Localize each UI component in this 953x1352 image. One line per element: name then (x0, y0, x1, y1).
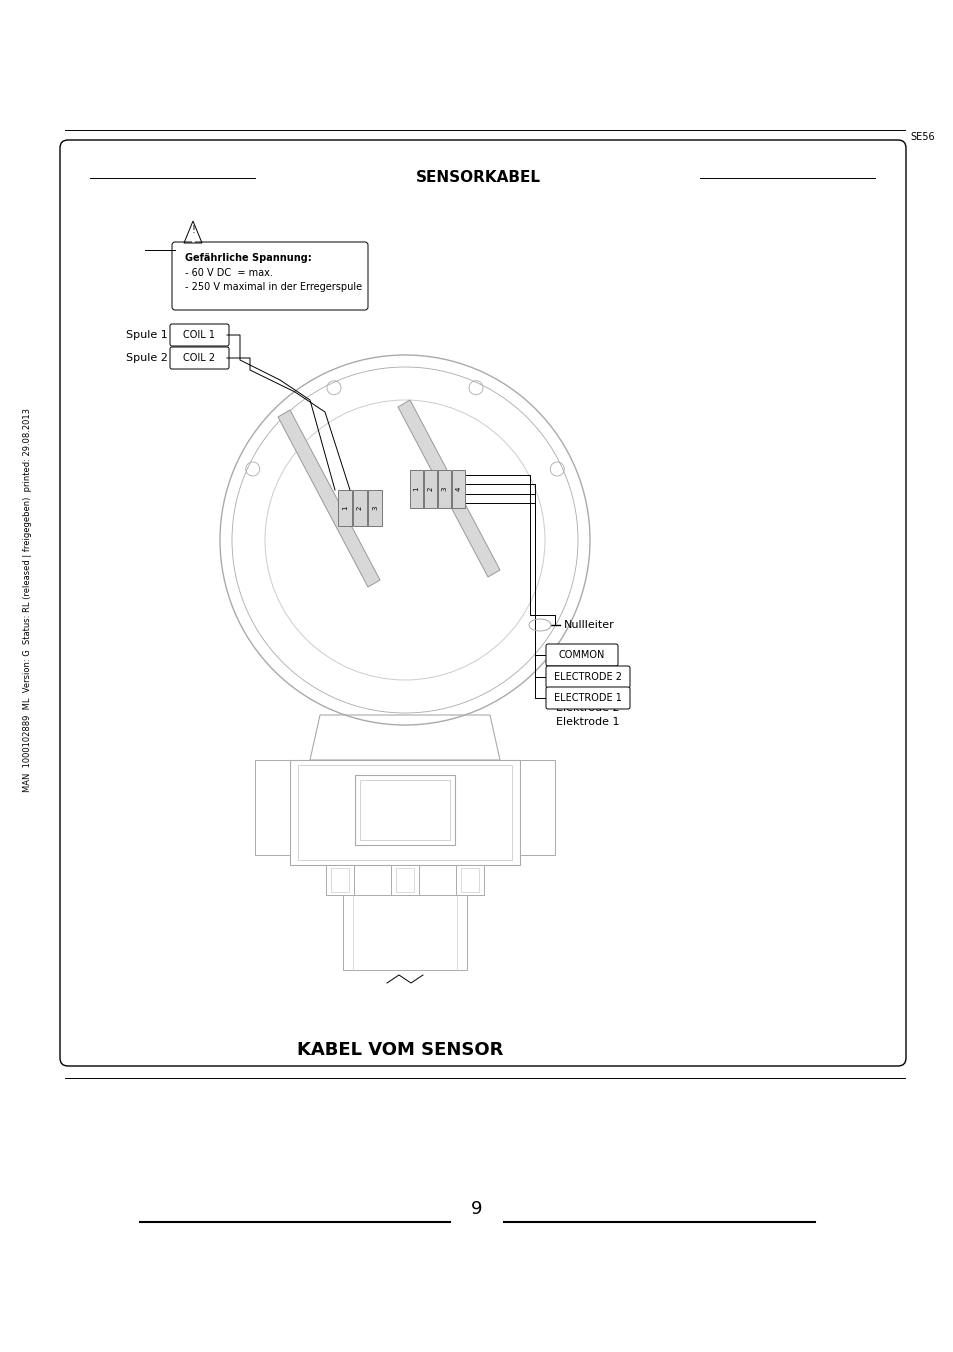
FancyBboxPatch shape (355, 775, 455, 845)
Text: 1: 1 (413, 487, 419, 491)
Text: 2: 2 (356, 506, 363, 510)
Text: - 250 V maximal in der Erregerspule: - 250 V maximal in der Erregerspule (185, 283, 362, 292)
Text: SENSORKABEL: SENSORKABEL (416, 170, 540, 185)
FancyBboxPatch shape (172, 242, 368, 310)
Text: COIL 1: COIL 1 (183, 330, 215, 339)
FancyBboxPatch shape (254, 760, 290, 854)
Polygon shape (277, 410, 379, 587)
FancyBboxPatch shape (395, 868, 414, 892)
Text: MAN  1000102889  ML  Version: G  Status: RL (released | freigegeben)  printed: 2: MAN 1000102889 ML Version: G Status: RL … (24, 408, 32, 792)
Text: - 60 V DC  = max.: - 60 V DC = max. (185, 268, 273, 279)
Text: Spule 2: Spule 2 (126, 353, 168, 362)
Text: ELECTRODE 1: ELECTRODE 1 (554, 694, 621, 703)
FancyBboxPatch shape (452, 470, 464, 508)
FancyBboxPatch shape (545, 644, 618, 667)
Polygon shape (397, 400, 499, 577)
FancyBboxPatch shape (410, 470, 422, 508)
Text: Elektrode 2: Elektrode 2 (556, 703, 619, 713)
Text: 1: 1 (341, 506, 348, 510)
Text: Nullleiter: Nullleiter (563, 621, 614, 630)
FancyBboxPatch shape (353, 489, 367, 526)
Text: 9: 9 (471, 1201, 482, 1218)
Text: COMMON: COMMON (558, 650, 604, 660)
FancyBboxPatch shape (359, 780, 450, 840)
Text: Gefährliche Spannung:: Gefährliche Spannung: (185, 253, 312, 264)
FancyBboxPatch shape (423, 470, 436, 508)
FancyBboxPatch shape (337, 489, 352, 526)
FancyBboxPatch shape (297, 765, 512, 860)
FancyBboxPatch shape (326, 865, 354, 895)
Text: 3: 3 (372, 506, 377, 510)
FancyBboxPatch shape (60, 141, 905, 1065)
Text: 4: 4 (455, 487, 461, 491)
FancyBboxPatch shape (368, 489, 381, 526)
FancyBboxPatch shape (170, 324, 229, 346)
FancyBboxPatch shape (343, 895, 467, 969)
FancyBboxPatch shape (437, 470, 451, 508)
Text: SE56: SE56 (909, 132, 934, 142)
FancyBboxPatch shape (170, 347, 229, 369)
FancyBboxPatch shape (290, 760, 519, 865)
Text: COIL 2: COIL 2 (183, 353, 215, 362)
Text: 2: 2 (427, 487, 433, 491)
FancyBboxPatch shape (519, 760, 555, 854)
Text: 3: 3 (441, 487, 447, 491)
FancyBboxPatch shape (456, 865, 483, 895)
Text: Spule 1: Spule 1 (126, 330, 168, 339)
Text: ELECTRODE 2: ELECTRODE 2 (554, 672, 621, 681)
Text: !: ! (191, 224, 194, 235)
FancyBboxPatch shape (545, 667, 629, 688)
FancyBboxPatch shape (545, 687, 629, 708)
FancyBboxPatch shape (331, 868, 349, 892)
FancyBboxPatch shape (460, 868, 478, 892)
Text: KABEL VOM SENSOR: KABEL VOM SENSOR (296, 1041, 502, 1059)
Text: Elektrode 1: Elektrode 1 (556, 717, 619, 727)
FancyBboxPatch shape (391, 865, 418, 895)
